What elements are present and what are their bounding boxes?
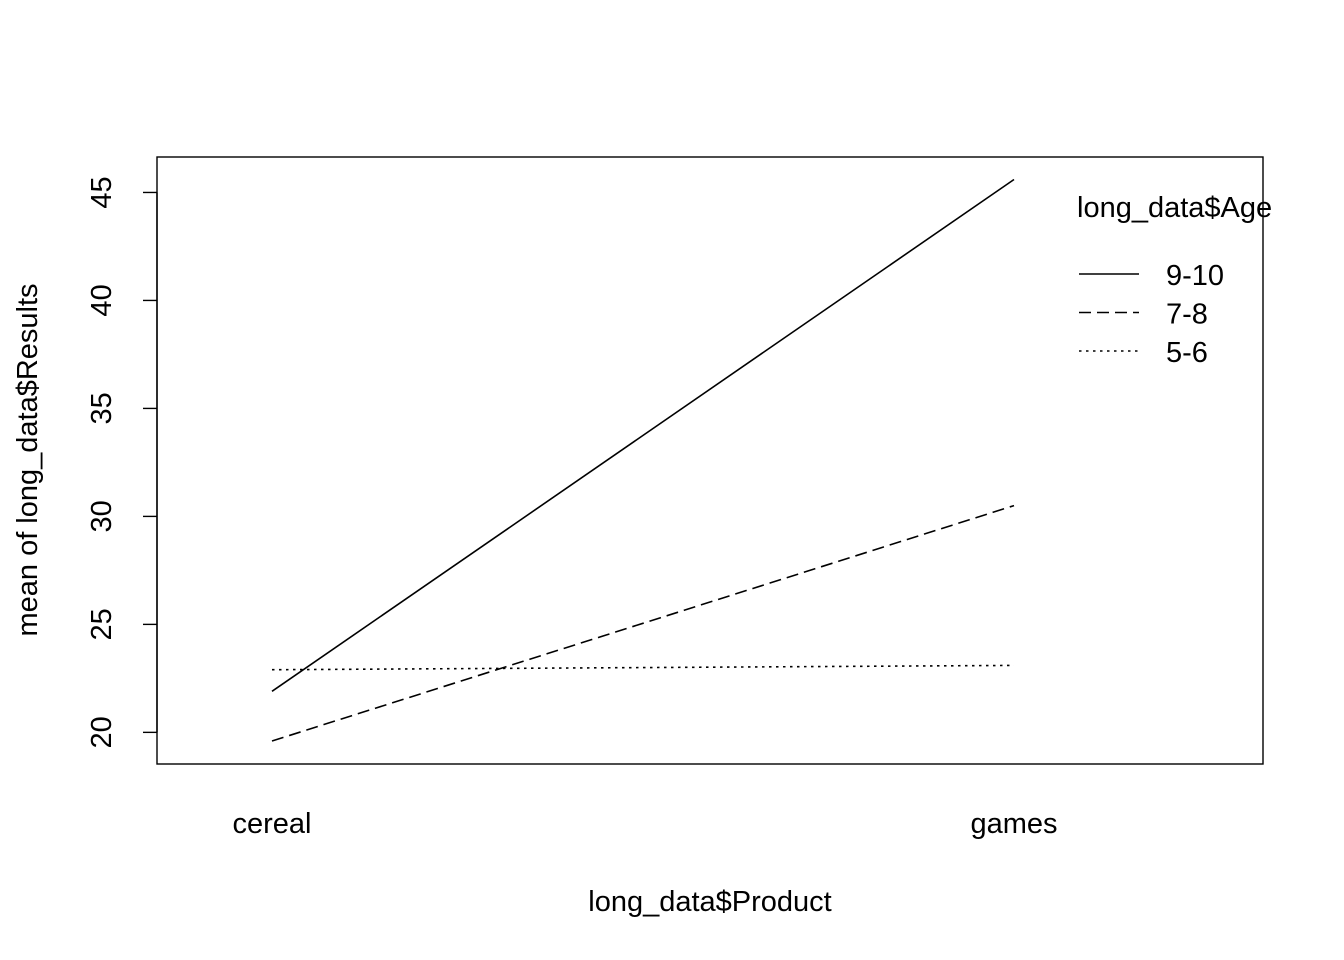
x-tick-label: cereal [233, 808, 312, 840]
y-tick-label: 40 [86, 284, 118, 316]
y-tick-label: 45 [86, 176, 118, 208]
legend: long_data$Age 9-10 7-8 5-6 [1077, 192, 1272, 369]
plot-frame [156, 156, 1264, 765]
y-axis-label: mean of long_data$Results [12, 283, 44, 636]
y-tick-label: 35 [86, 392, 118, 424]
x-axis-label: long_data$Product [588, 886, 831, 918]
series-line-5-6 [271, 664, 1015, 671]
series-line-7-8 [271, 504, 1015, 742]
y-tick-label: 30 [86, 500, 118, 532]
legend-label: 7-8 [1166, 299, 1208, 331]
x-axis-tick-labels: cereal games [233, 808, 1058, 840]
legend-label: 5-6 [1166, 337, 1208, 369]
series-line-9-10 [271, 178, 1015, 692]
x-tick-label: games [970, 808, 1057, 840]
series-lines [271, 178, 1015, 742]
y-axis: 20 25 30 35 40 45 [86, 176, 158, 748]
legend-label: 9-10 [1166, 260, 1224, 292]
legend-title: long_data$Age [1077, 192, 1272, 224]
y-tick-label: 25 [86, 608, 118, 640]
y-tick-label: 20 [86, 716, 118, 748]
legend-items: 9-10 7-8 5-6 [1079, 260, 1224, 369]
